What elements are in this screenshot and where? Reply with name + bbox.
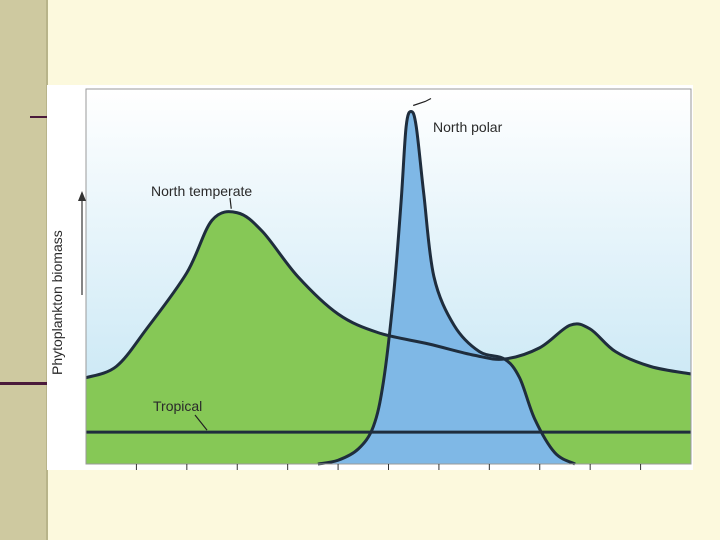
slide-side-band	[0, 0, 48, 540]
leader-north-temperate	[229, 197, 232, 209]
annotation-north-polar: North polar	[433, 119, 503, 135]
slide-rule-bottom	[0, 382, 60, 385]
series-layer	[85, 110, 692, 466]
leader-tropical	[194, 414, 208, 431]
slide-rule-top	[30, 116, 60, 118]
series-area-north-polar	[317, 111, 576, 464]
y-axis-label: Phytoplankton biomass	[49, 230, 65, 375]
series-line-north-temperate	[85, 210, 692, 380]
phytoplankton-chart: Phytoplankton biomass North polar North …	[49, 88, 692, 470]
figure-panel: Phytoplankton biomass North polar North …	[47, 85, 693, 470]
axis-layer	[78, 88, 692, 470]
leader-north-polar	[412, 97, 432, 107]
annotation-north-temperate: North temperate	[151, 183, 252, 199]
series-line-north-polar	[317, 110, 576, 466]
y-axis-arrow-head	[78, 191, 86, 201]
label-layer: Phytoplankton biomass North polar North …	[49, 119, 503, 414]
annotation-tropical: Tropical	[153, 398, 202, 414]
